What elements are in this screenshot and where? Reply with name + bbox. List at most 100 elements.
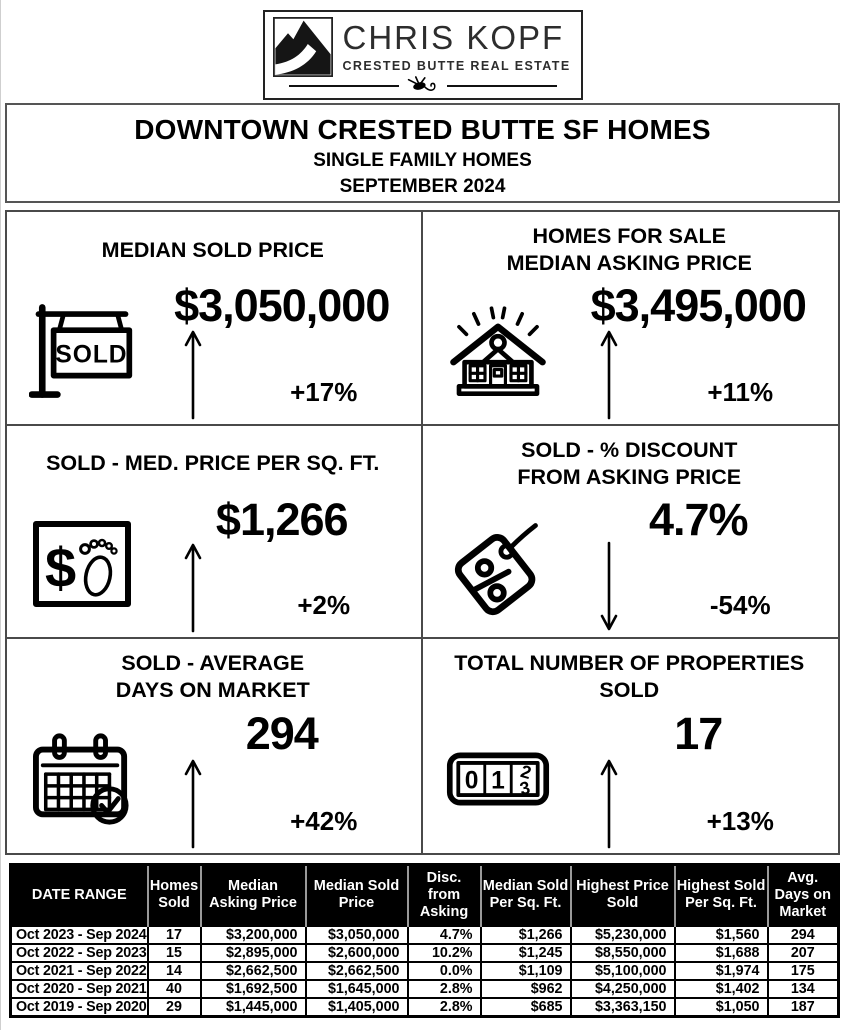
up-arrow-icon (567, 328, 651, 420)
cell-median-asking: $2,662,500 (199, 960, 307, 981)
cell-highest-price: $5,100,000 (569, 960, 676, 981)
history-table: DATE RANGE Homes Sold Median Asking Pric… (9, 862, 840, 1018)
table-row: Oct 2022 - Sep 2023 15 $2,895,000 $2,600… (9, 942, 840, 963)
cell-homes-sold: 17 (146, 924, 202, 945)
cell-homes-sold: 14 (146, 960, 202, 981)
table-row: Oct 2023 - Sep 2024 17 $3,200,000 $3,050… (9, 924, 840, 945)
col-header-median-asking: Median Asking Price (199, 864, 306, 926)
panel-median-sold-price: MEDIAN SOLD PRICE SOLD $3,050,000 (7, 212, 423, 426)
cell-median-sold: $1,405,000 (304, 996, 409, 1018)
panel-change: -54% (709, 590, 771, 620)
cell-avg-days: 134 (766, 978, 840, 999)
panel-title: HOMES FOR SALE MEDIAN ASKING PRICE (429, 218, 831, 282)
panel-discount-from-asking: SOLD - % DISCOUNT FROM ASKING PRICE 4.7% (422, 426, 838, 639)
cell-median-sold-sqft: $1,109 (479, 960, 572, 981)
title-box: DOWNTOWN CRESTED BUTTE SF HOMES SINGLE F… (5, 103, 840, 203)
stats-grid: MEDIAN SOLD PRICE SOLD $3,050,000 (5, 210, 840, 855)
panel-foot: +42% (151, 759, 413, 849)
panel-title-line2: SOLD (599, 678, 660, 702)
cell-highest-sold-sqft: $1,974 (673, 960, 769, 981)
up-arrow-icon (151, 757, 235, 849)
cell-median-sold: $2,600,000 (304, 942, 409, 963)
col-header-disc-from-asking: Disc. from Asking (406, 864, 481, 926)
svg-text:0: 0 (464, 767, 478, 794)
cell-disc-from-asking: 4.7% (406, 924, 482, 945)
panel-value: $1,266 (215, 493, 349, 545)
cell-avg-days: 187 (766, 996, 840, 1018)
report-title: DOWNTOWN CRESTED BUTTE SF HOMES (134, 114, 711, 145)
table-header-row: DATE RANGE Homes Sold Median Asking Pric… (10, 864, 839, 926)
mountain-river-logo-icon (272, 17, 333, 77)
discount-tag-icon (429, 496, 567, 634)
col-header-homes-sold: Homes Sold (146, 864, 201, 926)
panel-title-line1: SOLD - % DISCOUNT (521, 437, 738, 462)
cell-homes-sold: 15 (146, 942, 202, 963)
panel-title-line1: TOTAL NUMBER OF PROPERTIES (454, 651, 805, 676)
panel-value: 294 (245, 708, 319, 760)
svg-text:$: $ (45, 536, 76, 599)
cell-median-sold-sqft: $962 (479, 978, 572, 999)
cell-highest-sold-sqft: $1,050 (673, 996, 769, 1018)
panel-total-sold: TOTAL NUMBER OF PROPERTIES SOLD 0 1 2 3 … (423, 639, 839, 853)
panel-value: $3,495,000 (590, 280, 807, 332)
panel-foot: +11% (567, 330, 831, 420)
cell-date-range: Oct 2022 - Sep 2023 (9, 942, 149, 963)
fly-line-left (288, 85, 399, 87)
cell-median-asking: $1,692,500 (199, 978, 307, 999)
fly-line-right (446, 85, 557, 87)
cell-median-sold-sqft: $1,266 (479, 924, 572, 945)
cell-disc-from-asking: 2.8% (406, 996, 482, 1018)
panel-foot: +17% (151, 330, 413, 420)
panel-change: +42% (290, 805, 358, 836)
tally-counter-icon: 0 1 2 3 (429, 709, 567, 849)
logo-text: CHRIS KOPF CRESTED BUTTE REAL ESTATE (343, 21, 571, 73)
panel-title: SOLD - AVERAGE DAYS ON MARKET (13, 645, 413, 709)
panel-change: +17% (290, 376, 358, 407)
cell-highest-sold-sqft: $1,402 (673, 978, 769, 999)
cell-date-range: Oct 2023 - Sep 2024 (9, 924, 149, 945)
panel-median-asking-price: HOMES FOR SALE MEDIAN ASKING PRICE (422, 212, 838, 426)
logo-main: CHRIS KOPF CRESTED BUTTE REAL ESTATE (272, 17, 573, 77)
panel-title-line2: DAYS ON MARKET (115, 678, 310, 702)
up-arrow-icon (151, 541, 235, 633)
cell-homes-sold: 40 (146, 978, 202, 999)
panel-change: +13% (706, 805, 774, 836)
cell-disc-from-asking: 0.0% (406, 960, 482, 981)
cell-date-range: Oct 2020 - Sep 2021 (9, 978, 149, 999)
panel-change: +11% (707, 376, 774, 407)
cell-highest-price: $4,250,000 (569, 978, 676, 999)
cell-highest-sold-sqft: $1,560 (673, 924, 769, 945)
col-header-avg-days: Avg. Days on Market (766, 864, 839, 926)
panel-foot: -54% (567, 541, 831, 633)
cell-median-asking: $3,200,000 (199, 924, 307, 945)
cell-date-range: Oct 2019 - Sep 2020 (9, 996, 149, 1018)
up-arrow-icon (567, 757, 651, 849)
logo-fly-row (273, 76, 573, 95)
panel-days-on-market: SOLD - AVERAGE DAYS ON MARKET (7, 639, 423, 853)
col-header-highest-sold-sqft: Highest Sold Per Sq. Ft. (673, 864, 768, 926)
svg-text:SOLD: SOLD (55, 341, 127, 368)
panel-title-line2: MEDIAN ASKING PRICE (506, 251, 752, 275)
panel-title-line1: HOMES FOR SALE (532, 224, 726, 249)
cell-highest-price: $8,550,000 (569, 942, 676, 963)
house-for-sale-icon (429, 282, 567, 420)
table-row: Oct 2020 - Sep 2021 40 $1,692,500 $1,645… (9, 978, 840, 999)
report-date: SEPTEMBER 2024 (339, 176, 506, 197)
cell-median-sold: $1,645,000 (304, 978, 409, 999)
cell-median-sold: $2,662,500 (304, 960, 409, 981)
down-arrow-icon (567, 541, 651, 633)
calendar-check-icon (13, 709, 151, 849)
logo-name: CHRIS KOPF (342, 19, 565, 56)
panel-title: TOTAL NUMBER OF PROPERTIES SOLD (429, 645, 831, 709)
panel-value: 4.7% (648, 493, 749, 545)
cell-median-sold: $3,050,000 (304, 924, 409, 945)
cell-median-asking: $2,895,000 (199, 942, 307, 963)
cell-disc-from-asking: 2.8% (406, 978, 482, 999)
cell-avg-days: 175 (766, 960, 840, 981)
cell-date-range: Oct 2021 - Sep 2022 (9, 960, 149, 981)
svg-text:3: 3 (517, 777, 531, 799)
panel-title: MEDIAN SOLD PRICE (13, 218, 413, 282)
cell-highest-price: $5,230,000 (569, 924, 676, 945)
table-body: Oct 2023 - Sep 2024 17 $3,200,000 $3,050… (9, 924, 840, 1018)
